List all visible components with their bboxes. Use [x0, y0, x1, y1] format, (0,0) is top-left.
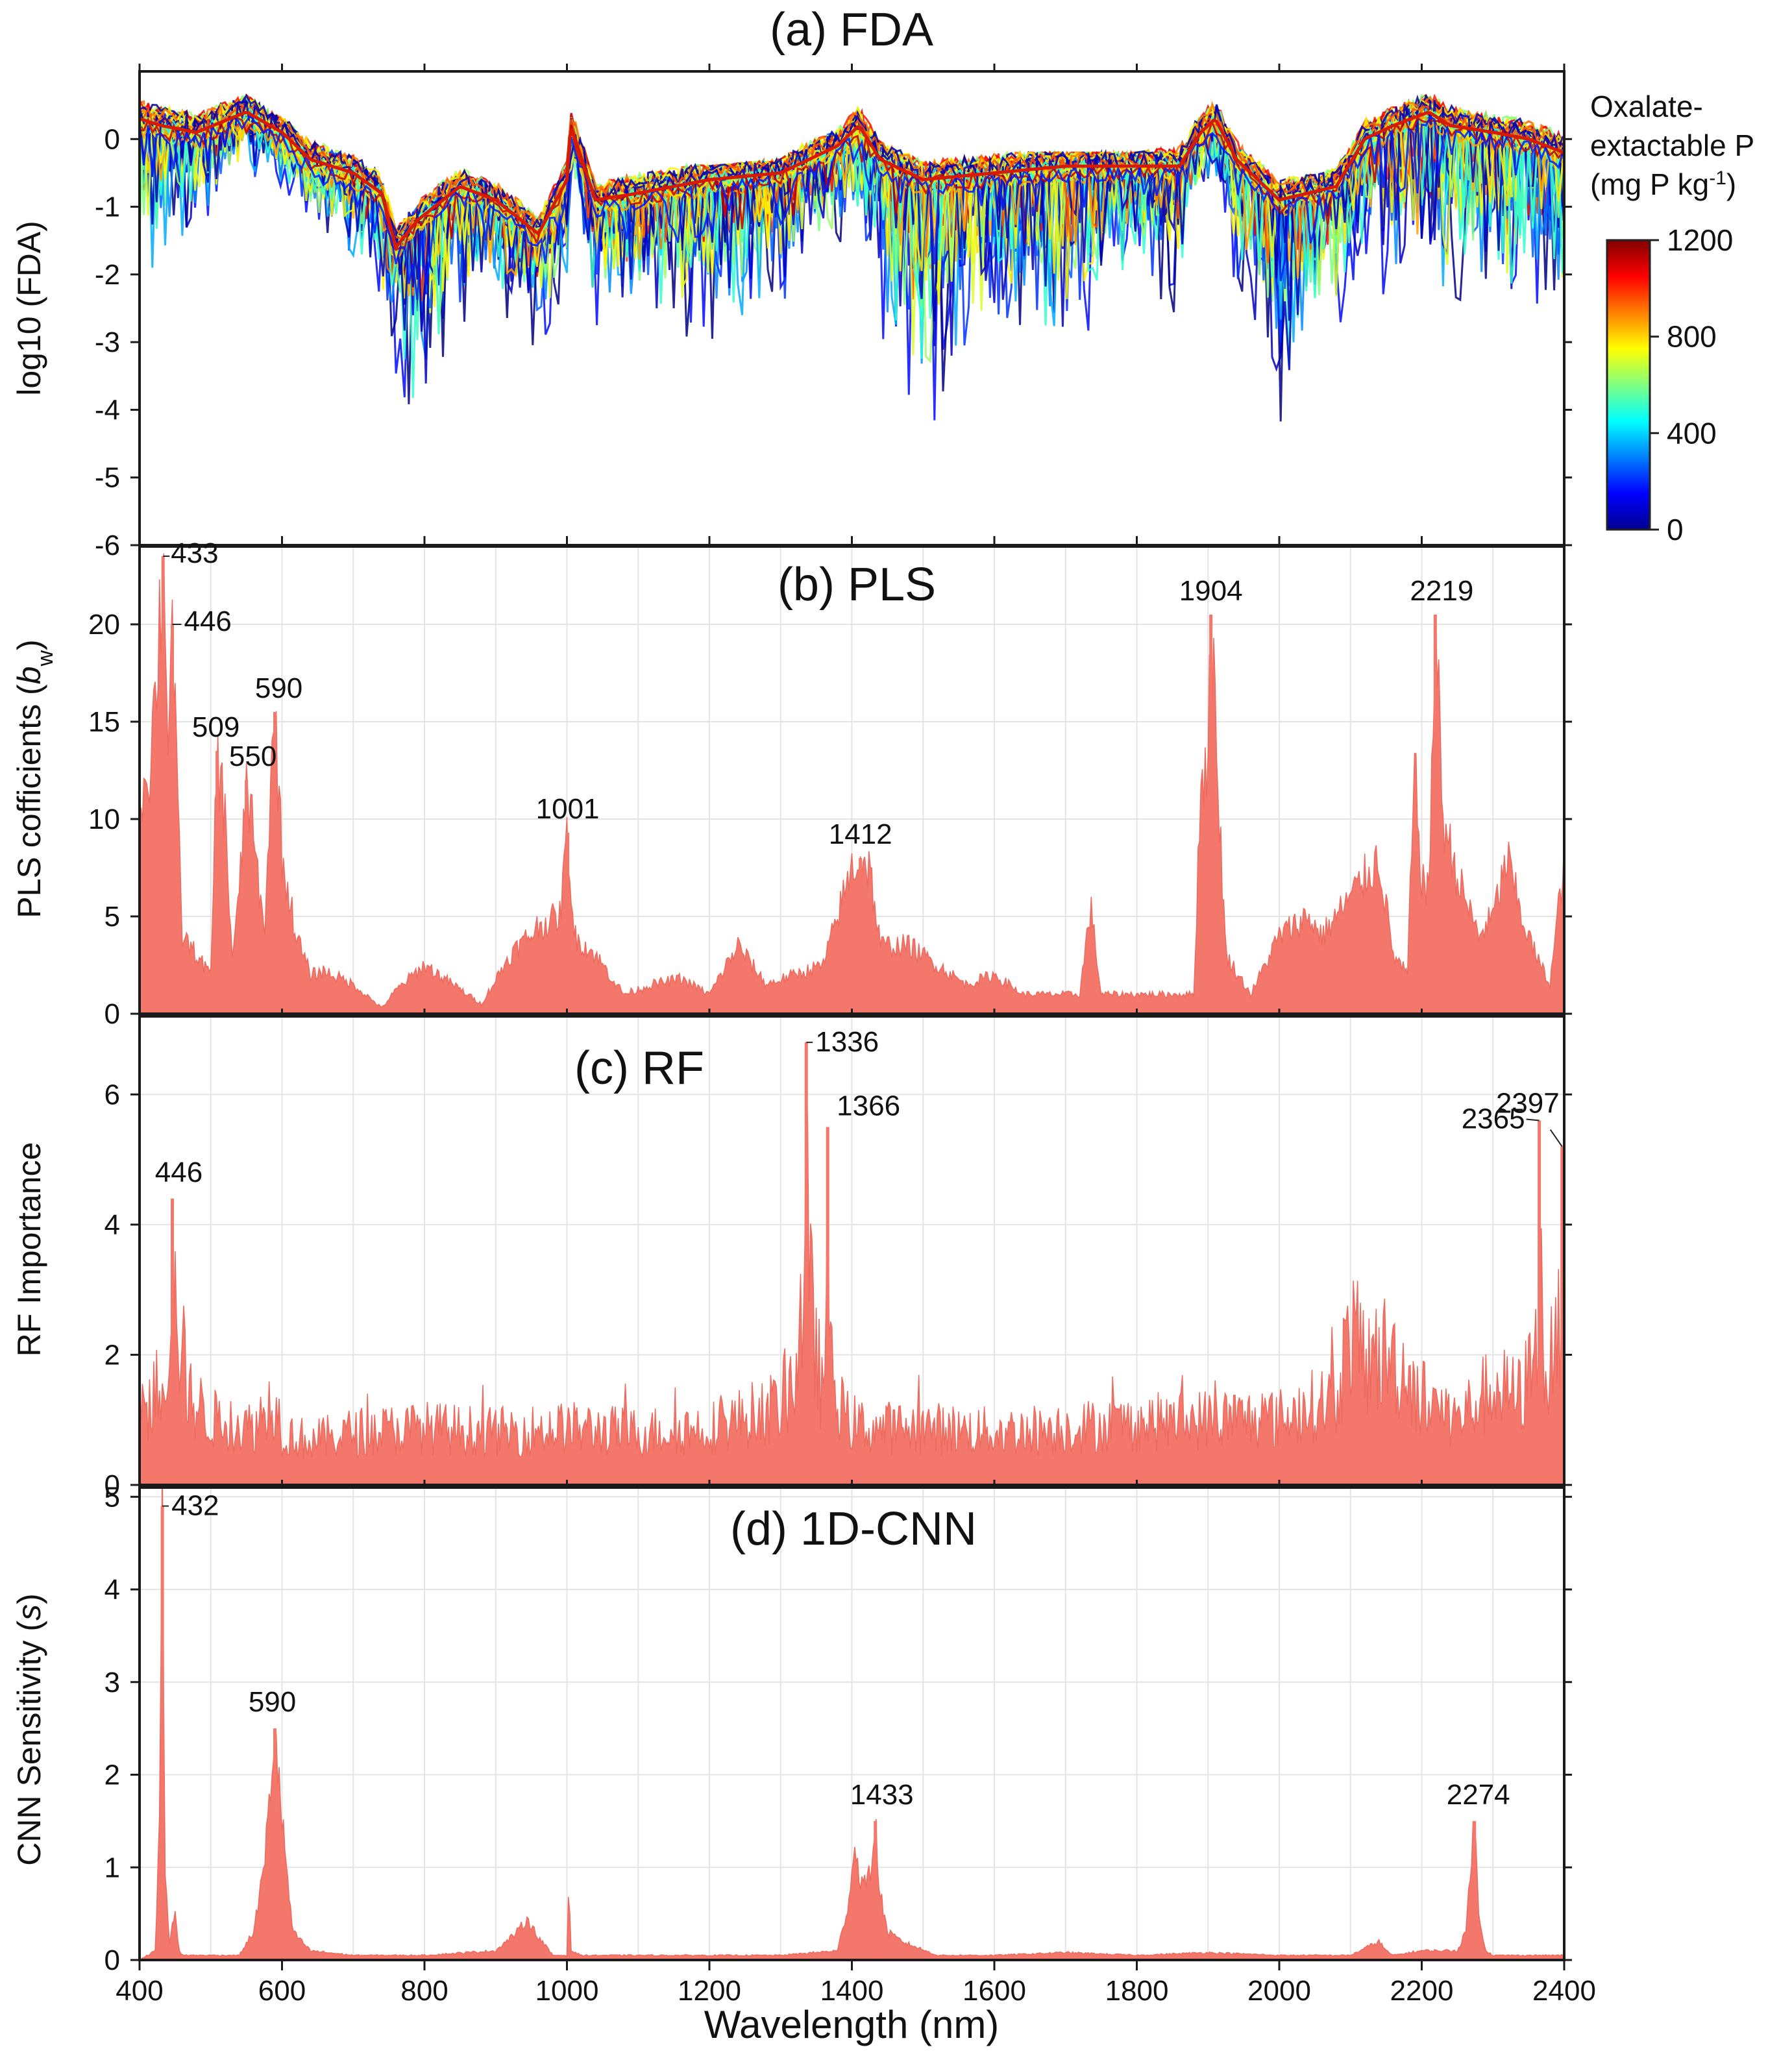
y-tick-label: 2	[104, 1339, 120, 1371]
colorbar-tick-label: 400	[1667, 416, 1717, 450]
panel-b-title: (b) PLS	[778, 559, 936, 611]
panel-d-plot	[140, 1488, 1564, 1960]
c-area	[140, 1070, 1564, 1485]
x-tick-label: 1200	[678, 1975, 741, 2007]
peak-label: 2397	[1496, 1088, 1560, 1120]
peak-label: 433	[171, 537, 218, 569]
peak-label: 1433	[850, 1779, 914, 1811]
x-tick-label: 1000	[535, 1975, 599, 2007]
colorbar-tick-label: 1200	[1667, 223, 1733, 257]
peak-label: 1904	[1179, 575, 1243, 607]
panel-b-plot	[140, 553, 1564, 1014]
y-tick-label: 4	[104, 1574, 120, 1606]
peak-label: 590	[255, 672, 302, 704]
y-tick-label: 10	[88, 803, 120, 835]
peak-label: 446	[184, 606, 231, 637]
y-tick-label: 15	[88, 706, 120, 738]
y-tick-label: 6	[104, 1079, 120, 1110]
y-tick-label: -4	[95, 394, 120, 426]
colorbar: Oxalate- extactable P (mg P kg-1) 1200 80…	[1590, 90, 1754, 546]
peak-label: 2274	[1447, 1779, 1510, 1811]
panel-d-title: (d) 1D-CNN	[730, 1503, 977, 1555]
colorbar-units: (mg P kg-1)	[1590, 167, 1736, 202]
peak-label: 1366	[837, 1090, 900, 1121]
x-tick-label: 1400	[820, 1975, 884, 2007]
x-axis: 400 600 800 1000 1200 1400 1600 1800 2000 2200 240…	[116, 1960, 1596, 2007]
x-tick-label: 800	[400, 1975, 448, 2007]
panel-a-title: (a) FDA	[770, 4, 933, 56]
x-tick-label: 2400	[1532, 1975, 1596, 2007]
annotation-leader	[1549, 1129, 1563, 1147]
y-tick-label: -2	[95, 259, 120, 291]
panel-d-ylabel: CNN Sensitivity (s)	[11, 1593, 47, 1866]
b-area	[140, 553, 1564, 1014]
y-tick-label: -5	[95, 462, 120, 494]
y-tick-label: 3	[104, 1667, 120, 1698]
colorbar-tick-label: 800	[1667, 320, 1717, 354]
x-tick-label: 1800	[1105, 1975, 1169, 2007]
y-tick-label: 0	[104, 1944, 120, 1976]
y-tick-label: 0	[104, 123, 120, 155]
colorbar-title-line-1: Oxalate-	[1590, 90, 1703, 123]
peak-label: 432	[171, 1490, 219, 1522]
fda-spectra-lines	[140, 93, 1564, 422]
panel-d-axes: 0 1 2 3 4 5	[104, 1480, 1572, 1976]
x-tick-label: 400	[116, 1975, 163, 2007]
peak-label: 550	[229, 741, 276, 772]
y-tick-label: 5	[104, 1481, 120, 1513]
peak-label: 446	[155, 1157, 203, 1188]
peak-label: 509	[192, 711, 239, 743]
colorbar-ticks: 1200 800 400 0	[1650, 223, 1733, 546]
y-tick-label: 0	[104, 1469, 120, 1501]
y-tick-label: 5	[104, 901, 120, 933]
panel-c-title: (c) RF	[574, 1042, 704, 1094]
peak-label: 1336	[815, 1026, 879, 1058]
peak-label: 1412	[829, 818, 892, 850]
peak-label: 2365	[1462, 1103, 1525, 1134]
panel-b-axes: 0 5 10 15 20	[88, 539, 1572, 1030]
annotation-leader	[1526, 1118, 1540, 1121]
panel-b-ylabel: PLS cofficients (bw)	[11, 639, 58, 918]
panel-a-fda: 0 -1 -2 -3 -4 -5 -6 (a) FDA log10 (FDA)	[11, 4, 1572, 561]
peak-label: 1001	[536, 793, 600, 825]
fda-spectrum-line	[140, 109, 1564, 271]
peak-label: 590	[249, 1686, 296, 1718]
y-tick-label: 1	[104, 1852, 120, 1883]
colorbar-title-line-2: extactable P	[1590, 129, 1754, 162]
panel-c-ylabel: RF Importance	[11, 1142, 47, 1357]
panel-d-annotations: 432 590 1433 2274	[162, 1490, 1510, 1811]
y-tick-label: -3	[95, 326, 120, 358]
y-tick-label: 20	[88, 609, 120, 641]
panel-d-cnn: 0 1 2 3 4 5 432 590 1433 2274 400 600 800 1000 1200 1…	[11, 1480, 1596, 2046]
colorbar-tick-label: 0	[1667, 513, 1684, 546]
y-tick-label: 4	[104, 1209, 120, 1241]
panel-a-ylabel: log10 (FDA)	[11, 221, 47, 396]
peak-label: 2219	[1410, 575, 1473, 607]
colorbar-gradient	[1606, 239, 1651, 531]
fda-spectrum-line	[140, 114, 1564, 300]
y-tick-label: 0	[104, 998, 120, 1030]
x-tick-label: 600	[258, 1975, 306, 2007]
y-tick-label: -1	[95, 191, 120, 223]
d-area	[140, 1488, 1564, 1960]
x-tick-label: 2000	[1247, 1975, 1311, 2007]
fda-mean-line	[140, 110, 1564, 251]
y-tick-label: -6	[95, 530, 120, 561]
x-tick-label: 2200	[1390, 1975, 1454, 2007]
fda-spectrum-line	[140, 96, 1563, 296]
x-tick-label: 1600	[963, 1975, 1026, 2007]
panel-c-axes: 0 2 4 6	[104, 1009, 1572, 1501]
panel-c-plot	[140, 1042, 1564, 1485]
x-axis-label: Wavelength (nm)	[704, 2003, 1000, 2046]
y-tick-label: 2	[104, 1759, 120, 1791]
